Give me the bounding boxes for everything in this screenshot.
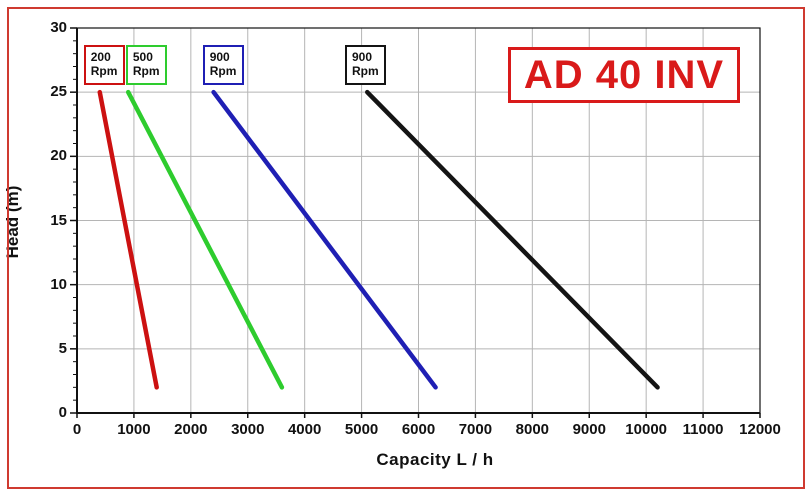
x-tick-label: 8000 bbox=[515, 421, 550, 438]
series-rpm-value: 900 bbox=[351, 50, 373, 64]
x-tick-label: 9000 bbox=[572, 421, 606, 438]
x-tick-label: 6000 bbox=[401, 421, 436, 438]
x-tick-label: 12000 bbox=[739, 421, 781, 438]
x-tick-label: 3000 bbox=[231, 421, 265, 438]
x-tick-label: 5000 bbox=[344, 421, 379, 438]
y-tick-label: 0 bbox=[58, 404, 67, 421]
series-label-box-900-rpm-2: 900 Rpm bbox=[202, 45, 244, 85]
series-rpm-unit: Rpm bbox=[90, 64, 118, 78]
x-tick-label: 0 bbox=[72, 421, 82, 438]
series-rpm-value: 500 bbox=[132, 50, 153, 64]
curve-200-rpm-0 bbox=[97, 89, 159, 390]
series-label-box-900-rpm-3: 900 Rpm bbox=[344, 45, 386, 85]
series-rpm-value: 200 bbox=[90, 50, 111, 64]
x-tick-label: 7000 bbox=[458, 421, 493, 438]
series-rpm-value: 900 bbox=[209, 50, 230, 64]
y-tick-label: 20 bbox=[50, 147, 67, 165]
y-tick-label: 25 bbox=[50, 83, 67, 101]
y-tick-label: 15 bbox=[50, 211, 67, 229]
x-tick-label: 10000 bbox=[625, 421, 668, 438]
series-label-box-200-rpm-0: 200 Rpm bbox=[83, 45, 125, 85]
series-rpm-unit: Rpm bbox=[351, 64, 379, 78]
series-rpm-unit: Rpm bbox=[209, 64, 237, 78]
x-tick-label: 1000 bbox=[117, 421, 151, 438]
curve-900-rpm-2 bbox=[211, 89, 438, 390]
series-label-box-500-rpm-1: 500 Rpm bbox=[125, 45, 167, 85]
y-axis-title: Head (m) bbox=[3, 185, 22, 259]
x-tick-label: 11000 bbox=[682, 421, 724, 438]
model-badge: AD 40 INV bbox=[508, 47, 740, 103]
x-tick-label: 4000 bbox=[287, 421, 322, 438]
series-rpm-unit: Rpm bbox=[132, 64, 160, 78]
y-tick-label: 10 bbox=[50, 275, 67, 293]
y-tick-label: 30 bbox=[50, 19, 67, 36]
x-axis-title: Capacity L / h bbox=[376, 450, 494, 469]
curve-500-rpm-1 bbox=[125, 89, 285, 390]
curve-900-rpm-3 bbox=[365, 89, 660, 390]
y-tick-label: 5 bbox=[58, 339, 67, 357]
x-tick-label: 2000 bbox=[174, 421, 208, 438]
